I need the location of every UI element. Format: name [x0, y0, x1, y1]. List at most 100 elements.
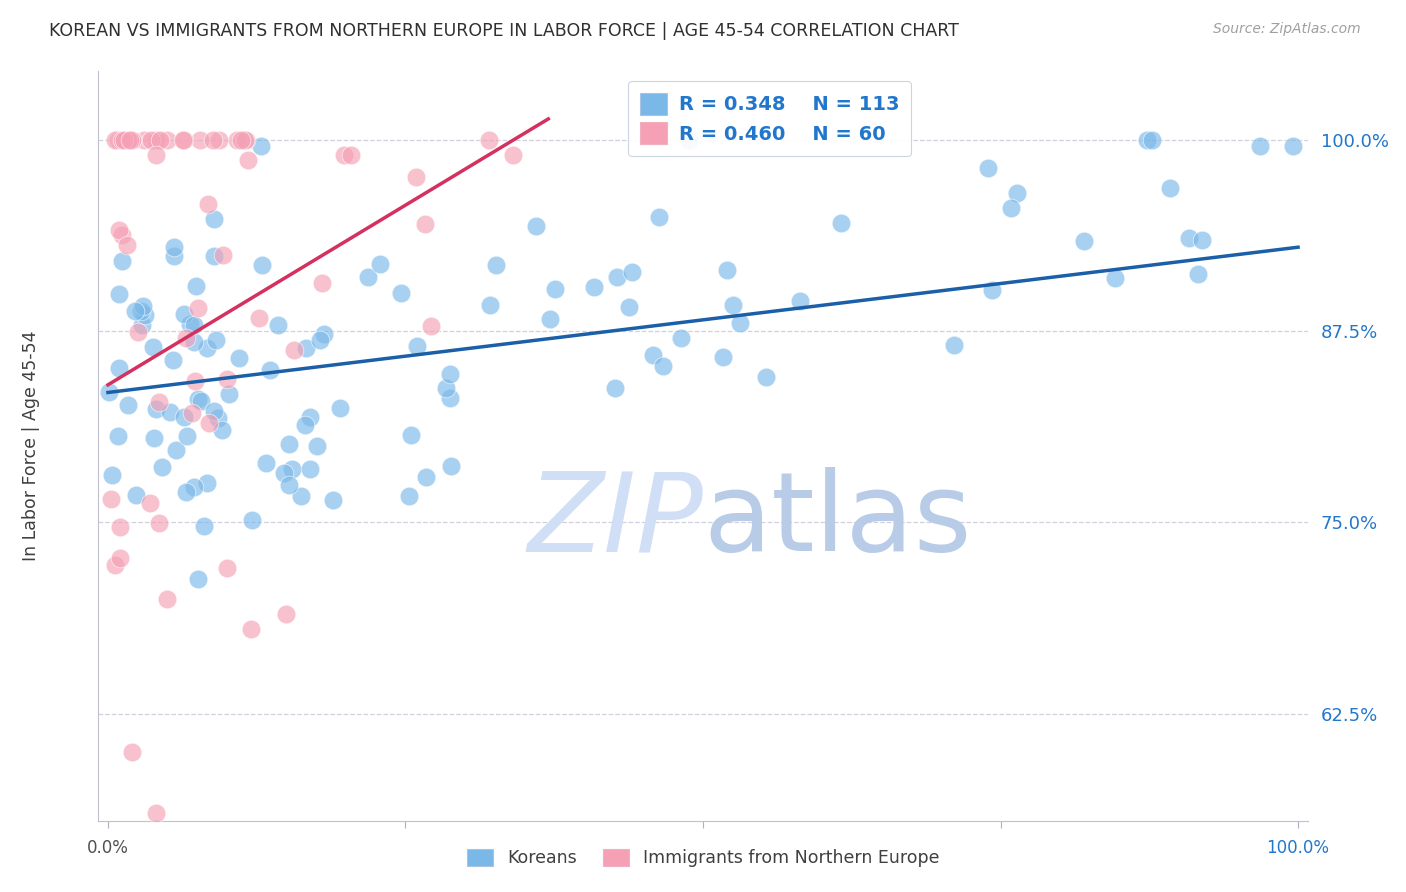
Point — [311, 276, 333, 290]
Point — [225, 133, 247, 147]
Point — [236, 153, 259, 167]
Point — [173, 133, 195, 147]
Point — [117, 133, 139, 147]
Point — [239, 623, 262, 637]
Point — [980, 283, 1002, 297]
Point — [187, 301, 209, 315]
Point — [440, 458, 463, 473]
Point — [620, 265, 643, 279]
Point — [1187, 268, 1209, 282]
Point — [1007, 186, 1029, 201]
Point — [141, 133, 163, 147]
Text: 100.0%: 100.0% — [1267, 839, 1330, 857]
Point — [132, 133, 155, 147]
Point — [502, 148, 524, 162]
Point — [180, 406, 202, 420]
Point — [357, 270, 380, 285]
Point — [309, 333, 332, 347]
Point — [619, 300, 641, 314]
Point — [172, 133, 194, 147]
Point — [399, 428, 422, 442]
Point — [107, 361, 129, 376]
Point — [197, 416, 219, 430]
Point — [439, 392, 461, 406]
Point — [1282, 139, 1305, 153]
Point — [389, 285, 412, 300]
Point — [406, 339, 429, 353]
Point — [201, 133, 224, 147]
Point — [434, 381, 457, 395]
Point — [145, 133, 167, 147]
Point — [716, 263, 738, 277]
Text: ZIP: ZIP — [527, 467, 703, 574]
Point — [648, 210, 671, 224]
Point — [150, 459, 173, 474]
Point — [305, 439, 328, 453]
Point — [299, 410, 322, 425]
Point — [165, 442, 187, 457]
Point — [267, 318, 290, 332]
Point — [215, 372, 238, 386]
Point — [641, 348, 664, 362]
Text: atlas: atlas — [703, 467, 972, 574]
Point — [1073, 234, 1095, 248]
Point — [190, 393, 212, 408]
Point — [368, 256, 391, 270]
Point — [976, 161, 998, 176]
Point — [538, 311, 561, 326]
Text: In Labor Force | Age 45-54: In Labor Force | Age 45-54 — [22, 331, 41, 561]
Point — [283, 343, 305, 358]
Point — [398, 489, 420, 503]
Point — [142, 339, 165, 353]
Point — [197, 196, 219, 211]
Point — [155, 133, 177, 147]
Point — [148, 395, 170, 409]
Point — [149, 133, 172, 147]
Point — [121, 745, 143, 759]
Point — [187, 392, 209, 407]
Point — [669, 331, 692, 345]
Point — [299, 462, 322, 476]
Point — [280, 462, 302, 476]
Point — [107, 133, 129, 147]
Point — [605, 381, 627, 395]
Point — [176, 330, 198, 344]
Point — [148, 516, 170, 530]
Point — [1191, 233, 1213, 247]
Point — [145, 805, 167, 820]
Point — [186, 572, 208, 586]
Point — [179, 317, 201, 331]
Point — [1159, 181, 1181, 195]
Point — [1142, 133, 1164, 147]
Point — [100, 491, 122, 506]
Point — [176, 484, 198, 499]
Point — [104, 133, 127, 147]
Point — [202, 249, 225, 263]
Point — [173, 409, 195, 424]
Point — [124, 304, 146, 318]
Point — [235, 133, 257, 147]
Point — [108, 550, 131, 565]
Point — [121, 133, 143, 147]
Point — [117, 398, 139, 412]
Point — [789, 293, 811, 308]
Point — [100, 467, 122, 482]
Point — [294, 417, 316, 432]
Point — [942, 338, 965, 352]
Point — [202, 404, 225, 418]
Point — [163, 240, 186, 254]
Point — [173, 307, 195, 321]
Text: Source: ZipAtlas.com: Source: ZipAtlas.com — [1213, 22, 1361, 37]
Point — [104, 558, 127, 573]
Point — [544, 283, 567, 297]
Point — [830, 216, 852, 230]
Point — [107, 429, 129, 443]
Point — [125, 488, 148, 502]
Point — [413, 217, 436, 231]
Point — [132, 299, 155, 313]
Point — [131, 318, 153, 332]
Point — [478, 133, 501, 147]
Point — [176, 429, 198, 443]
Point — [208, 133, 231, 147]
Point — [184, 374, 207, 388]
